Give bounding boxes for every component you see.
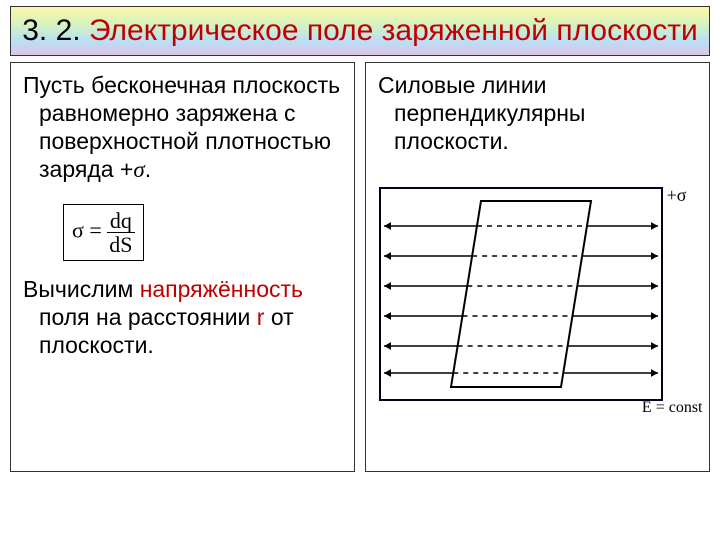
lp2b: поля на расстоянии xyxy=(39,304,257,330)
slide: 3. 2. Электрическое поле заряженной плос… xyxy=(0,6,720,546)
columns: Пусть бесконечная плоскость равномерно з… xyxy=(10,62,710,472)
formula-fraction: dqdS xyxy=(107,209,134,256)
right-para: Силовые линии перпендикулярны плоскости. xyxy=(378,71,699,155)
left-para-1: Пусть бесконечная плоскость равномерно з… xyxy=(23,71,344,184)
formula-sigma: σ = dqdS xyxy=(63,204,144,261)
right-column: Силовые линии перпендикулярны плоскости.… xyxy=(365,62,710,472)
lp2-hl1: напряжённость xyxy=(140,276,303,302)
slide-title: 3. 2. Электрическое поле заряженной плос… xyxy=(21,13,699,49)
left-para-1b: . xyxy=(145,156,151,182)
title-main: Электрическое поле заряженной плоскости xyxy=(89,14,698,47)
left-para-1a: Пусть бесконечная плоскость равномерно з… xyxy=(23,72,340,182)
title-prefix: 3. 2. xyxy=(22,14,89,47)
e-const-label: E = const xyxy=(642,399,703,417)
sigma-label: +σ xyxy=(667,185,687,206)
formula-lhs: σ = xyxy=(72,218,107,243)
diagram-charged-plane: +σ E = const xyxy=(379,169,699,419)
left-column: Пусть бесконечная плоскость равномерно з… xyxy=(10,62,355,472)
diagram-svg xyxy=(381,189,661,399)
slide-title-box: 3. 2. Электрическое поле заряженной плос… xyxy=(10,6,710,56)
formula-den: dS xyxy=(107,233,134,256)
sigma-symbol: σ xyxy=(133,157,144,182)
left-para-2: Вычислим напряжённость поля на расстояни… xyxy=(23,275,344,359)
diagram-frame xyxy=(379,187,663,401)
lp2a: Вычислим xyxy=(23,276,140,302)
formula-num: dq xyxy=(107,209,134,233)
